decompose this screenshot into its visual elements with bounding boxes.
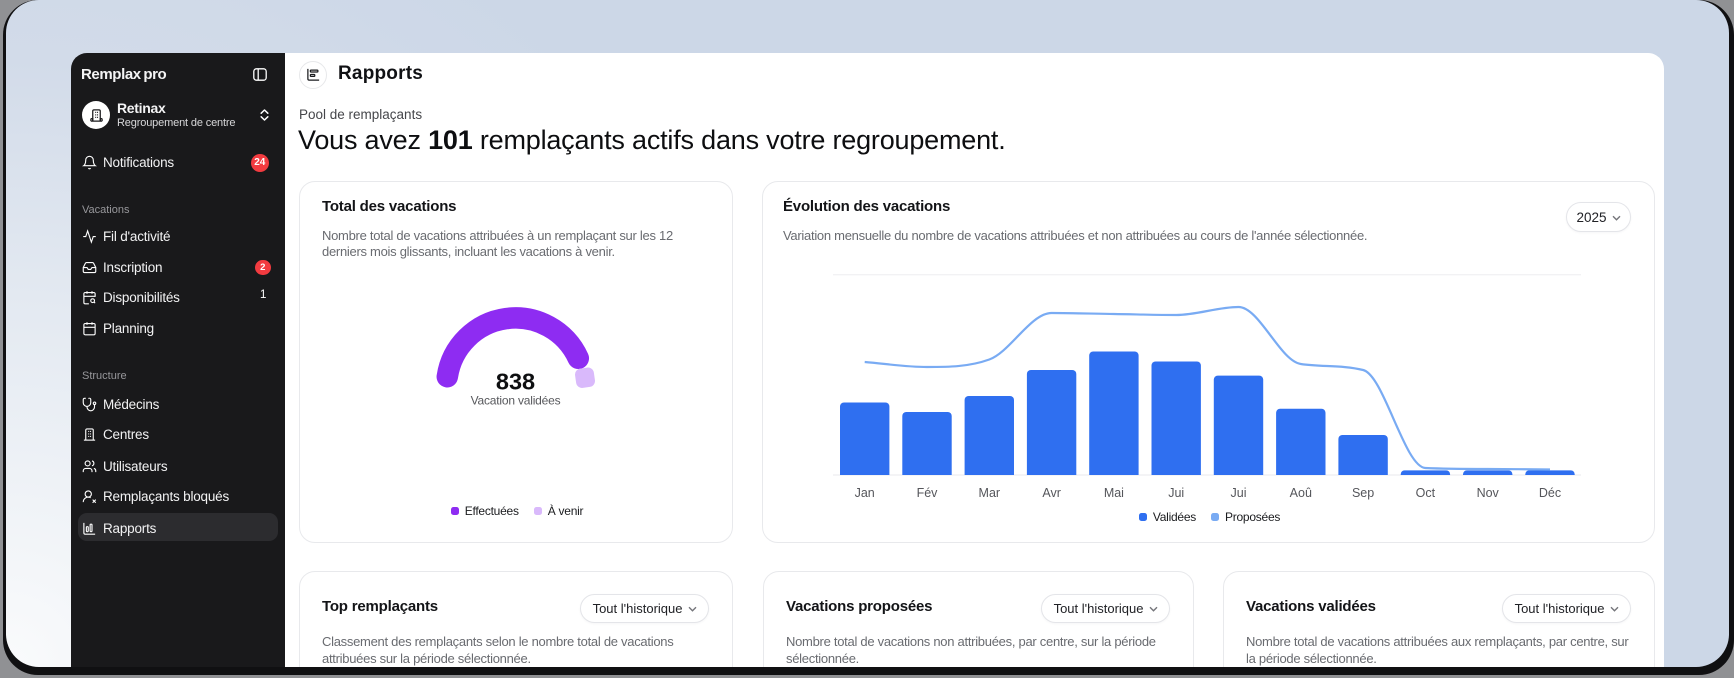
svg-text:Jui: Jui (1231, 486, 1247, 500)
svg-text:Mai: Mai (1104, 486, 1124, 500)
svg-text:Aoû: Aoû (1290, 486, 1312, 500)
svg-text:Oct: Oct (1416, 486, 1436, 500)
svg-text:Jan: Jan (855, 486, 875, 500)
svg-text:Sep: Sep (1352, 486, 1374, 500)
svg-text:Mar: Mar (979, 486, 1001, 500)
svg-text:Déc: Déc (1539, 486, 1561, 500)
svg-text:Vacation validées: Vacation validées (471, 393, 561, 407)
svg-text:Avr: Avr (1042, 486, 1061, 500)
svg-text:Nov: Nov (1477, 486, 1500, 500)
svg-text:Fév: Fév (917, 486, 939, 500)
svg-text:838: 838 (496, 368, 535, 394)
svg-text:Jui: Jui (1168, 486, 1184, 500)
